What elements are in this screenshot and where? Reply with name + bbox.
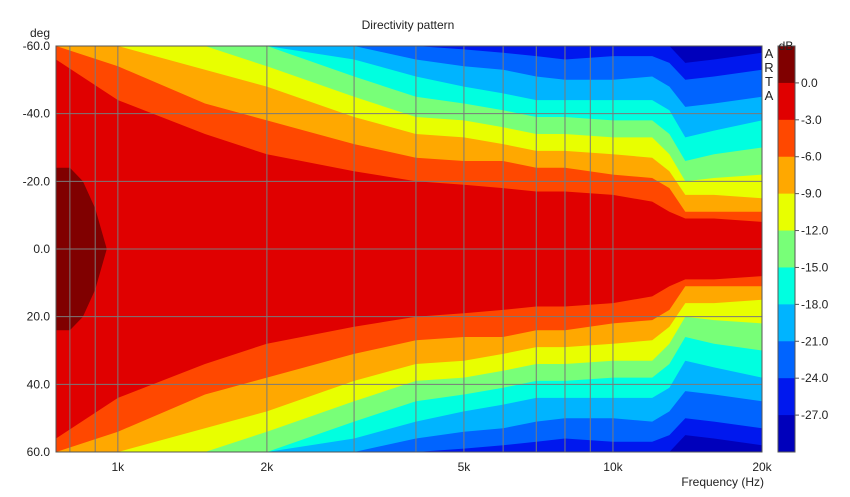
x-tick-labels: 1k 2k 5k 10k 20k <box>112 460 773 474</box>
x-tick-label: 5k <box>458 460 472 474</box>
colorbar-tick-label: -21.0 <box>801 334 829 348</box>
y-tick-label: -60.0 <box>23 39 51 53</box>
watermark-letter: T <box>765 74 773 89</box>
colorbar-tick-label: -15.0 <box>801 260 829 274</box>
colorbar-tick-label: -18.0 <box>801 297 829 311</box>
x-tick-label: 1k <box>112 460 126 474</box>
watermark-letter: R <box>764 60 773 75</box>
colorbar-tick-label: -3.0 <box>801 113 822 127</box>
contour-bands <box>56 46 762 452</box>
colorbar-tick-label: -9.0 <box>801 187 822 201</box>
colorbar-segment <box>778 82 795 121</box>
chart-title: Directivity pattern <box>362 18 455 32</box>
x-axis-label: Frequency (Hz) <box>681 475 764 489</box>
y-tick-label: -40.0 <box>23 107 51 121</box>
colorbar: 0.0 -3.0 -6.0 -9.0 -12.0 -15.0 -18.0 -21.0 -24.0… <box>777 45 829 453</box>
colorbar-segment <box>778 415 795 453</box>
colorbar-segment <box>778 156 795 195</box>
colorbar-segment <box>778 119 795 158</box>
colorbar-tick-label: 0.0 <box>801 76 818 90</box>
y-axis-label: deg <box>30 26 50 40</box>
watermark-letter: A <box>765 88 774 103</box>
plot-frame <box>55 45 763 453</box>
colorbar-tick-label: -27.0 <box>801 408 829 422</box>
colorbar-segment <box>778 341 795 379</box>
watermark-letter: A <box>765 46 774 61</box>
colorbar-segment <box>778 230 795 268</box>
y-tick-label: 40.0 <box>27 377 51 391</box>
colorbar-frame <box>777 45 796 453</box>
x-tick-label: 2k <box>261 460 275 474</box>
colorbar-segment <box>778 193 795 232</box>
colorbar-tick-label: -24.0 <box>801 371 829 385</box>
y-tick-label: 0.0 <box>33 242 50 256</box>
colorbar-label: dB <box>779 39 794 53</box>
colorbar-segment <box>778 304 795 342</box>
grid-lines <box>56 46 762 452</box>
colorbar-segment <box>778 46 795 84</box>
colorbar-segment <box>778 378 795 416</box>
y-tick-label: 20.0 <box>27 310 51 324</box>
y-tick-label: -20.0 <box>23 174 51 188</box>
colorbar-segment <box>778 267 795 305</box>
x-tick-label: 10k <box>603 460 623 474</box>
colorbar-tick-label: -6.0 <box>801 150 822 164</box>
colorbar-tick-label: -12.0 <box>801 224 829 238</box>
y-tick-label: 60.0 <box>27 445 51 459</box>
x-tick-label: 20k <box>752 460 772 474</box>
y-tick-labels: -60.0 -40.0 -20.0 0.0 20.0 40.0 60.0 <box>23 39 51 459</box>
